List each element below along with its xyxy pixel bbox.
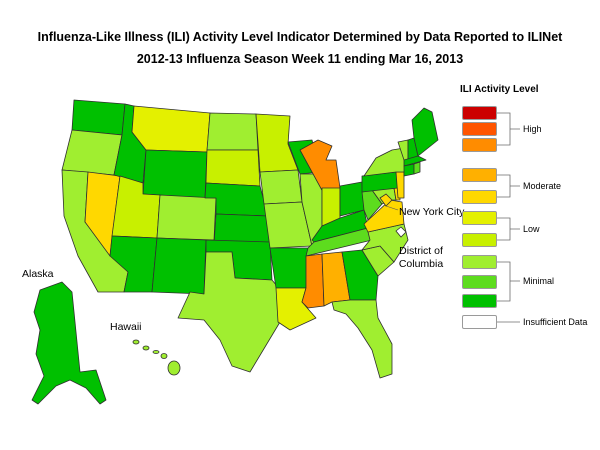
hawaii-island-maui [161,354,167,359]
legend-label-low: Low [523,224,540,234]
label-hawaii: Hawaii [110,321,142,333]
state-wy [143,150,207,198]
label-nyc: New York City [399,206,464,218]
state-or [62,130,122,175]
label-dc-line1: District of [391,245,451,257]
state-fl [332,300,392,378]
legend-swatch-level4 [462,233,497,247]
state-wa [72,100,125,135]
legend-swatch-level5 [462,211,497,225]
legend-label-high: High [523,124,542,134]
state-mt [132,106,210,152]
legend-bracket-minimal [497,262,520,301]
state-nd [207,113,258,150]
state-ct [404,164,414,176]
hawaii-island-big [168,361,180,375]
label-alaska: Alaska [22,268,54,280]
legend-title: ILI Activity Level [460,84,539,95]
legend-bracket-moderate [497,175,520,197]
legend-swatch-level3 [462,255,497,269]
legend-swatch-level8 [462,138,497,152]
state-ri [414,162,420,174]
legend-label-moderate: Moderate [523,181,561,191]
legend-swatch-level9 [462,122,497,136]
label-dc-line2: Columbia [391,258,451,270]
hawaii-island-molokai [153,351,159,354]
state-co [157,195,216,240]
state-ia [260,170,302,204]
legend-bracket-low [497,218,520,240]
legend-swatch-insufficient [462,315,497,329]
legend-label-minimal: Minimal [523,276,554,286]
state-ak [32,282,106,404]
state-ar [270,248,308,288]
hawaii-island-kauai [133,340,139,344]
legend-swatch-level1 [462,294,497,308]
legend-bracket-high [497,113,520,145]
legend-swatch-level6 [462,190,497,204]
legend-swatch-level2 [462,275,497,289]
legend-swatch-level7 [462,168,497,182]
legend-swatch-level10 [462,106,497,120]
hawaii-island-oahu [143,346,149,350]
legend-label-insufficient: Insufficient Data [523,317,587,327]
us-ili-map [0,0,600,450]
state-nm [152,238,206,294]
state-sd [206,150,260,186]
